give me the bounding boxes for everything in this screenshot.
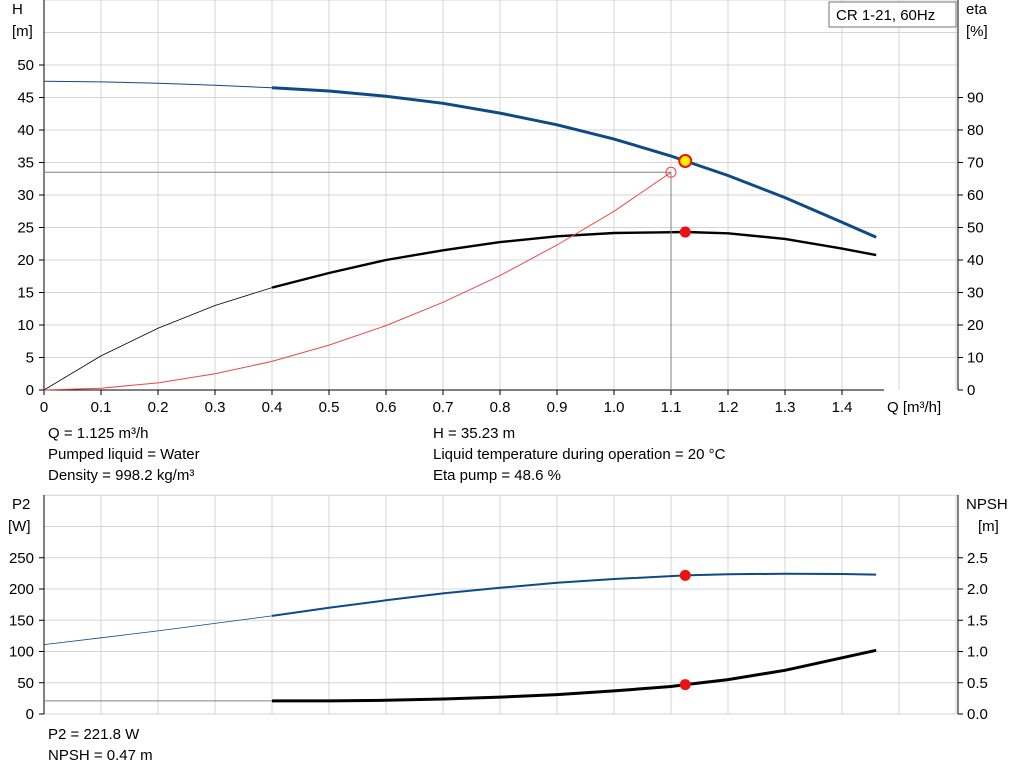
npsh-tick-label: 0.0 (967, 706, 988, 723)
info-liquid: Pumped liquid = Water (48, 446, 200, 463)
h-tick-label: 45 (17, 90, 34, 107)
info-eta: Eta pump = 48.6 % (433, 467, 561, 484)
p2-curve-thin (43, 615, 273, 645)
h-tick-label: 5 (26, 350, 34, 367)
title-box (828, 1, 957, 28)
q-tick-label: 0.5 (319, 399, 340, 416)
bottom-chart-grid (43, 494, 959, 715)
h-tick-label: 25 (17, 220, 34, 237)
duty-markers (678, 154, 693, 691)
q-tick-label: 0.6 (376, 399, 397, 416)
duty-point-marker (678, 154, 693, 169)
q-tick-label: 1.3 (775, 399, 796, 416)
head-curve-thin (43, 80, 273, 89)
info-p2: P2 = 221.8 W (48, 726, 140, 743)
h-tick-label: 0 (26, 382, 34, 399)
npsh-tick-label: 1.0 (967, 644, 988, 661)
p2-marker (679, 569, 691, 581)
eta-curve-thin (43, 287, 273, 391)
eta-tick-label: 60 (967, 187, 984, 204)
p2-tick-label: 0 (26, 706, 34, 723)
title-box-text: CR 1-21, 60Hz (836, 7, 935, 24)
npsh-tick-label: 0.5 (967, 675, 988, 692)
h-tick-label: 35 (17, 155, 34, 172)
eta-curve (271, 230, 877, 289)
h-tick-label: 30 (17, 187, 34, 204)
system-end-marker (665, 166, 677, 178)
p2-curve (271, 572, 877, 617)
info-q: Q = 1.125 m³/h (48, 425, 149, 442)
q-tick-label: 0.2 (148, 399, 169, 416)
eta-tick-label: 10 (967, 350, 984, 367)
eta-axis-unit: [%] (966, 23, 988, 40)
eta-axis-name: eta (966, 1, 988, 18)
head-curve (271, 86, 877, 239)
eta-tick-label: 30 (967, 285, 984, 302)
h-axis-unit: [m] (12, 23, 33, 40)
eta-tick-label: 20 (967, 317, 984, 334)
npsh-tick-label: 1.5 (967, 612, 988, 629)
npsh-axis-name: NPSH (966, 496, 1008, 513)
bottom-chart-ticks: 0 50 100 150 200 250 0.0 0.5 1.0 1.5 2.0 2.5 (9, 550, 988, 723)
q-tick-label: 1.0 (604, 399, 625, 416)
npsh-tick-label: 2.0 (967, 581, 988, 598)
eta-tick-label: 0 (967, 382, 975, 399)
q-tick-label: 0.9 (547, 399, 568, 416)
top-chart-grid (43, 0, 959, 391)
npsh-marker (679, 679, 691, 691)
p2-axis-name: P2 (12, 496, 30, 513)
p2-axis-unit: [W] (8, 518, 31, 535)
p2-tick-label: 200 (9, 581, 34, 598)
p2-tick-label: 100 (9, 644, 34, 661)
top-chart-series (43, 80, 877, 391)
q-tick-label: 0.1 (91, 399, 112, 416)
p2-tick-label: 250 (9, 550, 34, 567)
q-tick-label: 1.2 (718, 399, 739, 416)
p2-tick-label: 50 (17, 675, 34, 692)
q-tick-label: 0.7 (433, 399, 454, 416)
h-tick-label: 10 (17, 317, 34, 334)
eta-tick-label: 70 (967, 155, 984, 172)
bottom-chart-series (43, 572, 877, 703)
top-chart-ticks: 0 5 10 15 20 25 30 35 40 45 50 0 10 20 30 40 50 60 70 80 90 0… (17, 57, 983, 416)
eta-tick-label: 90 (967, 90, 984, 107)
q-tick-label: 0.3 (205, 399, 226, 416)
h-tick-label: 50 (17, 57, 34, 74)
h-tick-label: 20 (17, 252, 34, 269)
q-tick-label: 0 (40, 399, 48, 416)
info-head: H = 35.23 m (433, 425, 516, 442)
h-tick-label: 15 (17, 285, 34, 302)
eta-tick-label: 80 (967, 122, 984, 139)
h-axis-name: H (12, 1, 23, 18)
q-tick-label: 1.4 (832, 399, 853, 416)
eta-tick-label: 50 (967, 220, 984, 237)
system-curve (43, 171, 672, 391)
npsh-curve (272, 648, 877, 703)
q-tick-label: 1.1 (661, 399, 682, 416)
info-npsh: NPSH = 0.47 m (48, 747, 153, 764)
npsh-tick-label: 2.5 (967, 550, 988, 567)
info-temperature: Liquid temperature during operation = 20… (433, 446, 726, 463)
p2-tick-label: 150 (9, 612, 34, 629)
h-tick-label: 40 (17, 122, 34, 139)
q-tick-label: 0.4 (262, 399, 283, 416)
q-axis-label: Q [m³/h] (887, 399, 941, 416)
q-tick-label: 0.8 (490, 399, 511, 416)
eta-tick-label: 40 (967, 252, 984, 269)
npsh-axis-unit: [m] (978, 518, 999, 535)
eta-marker (679, 226, 691, 238)
info-density: Density = 998.2 kg/m³ (48, 467, 195, 484)
